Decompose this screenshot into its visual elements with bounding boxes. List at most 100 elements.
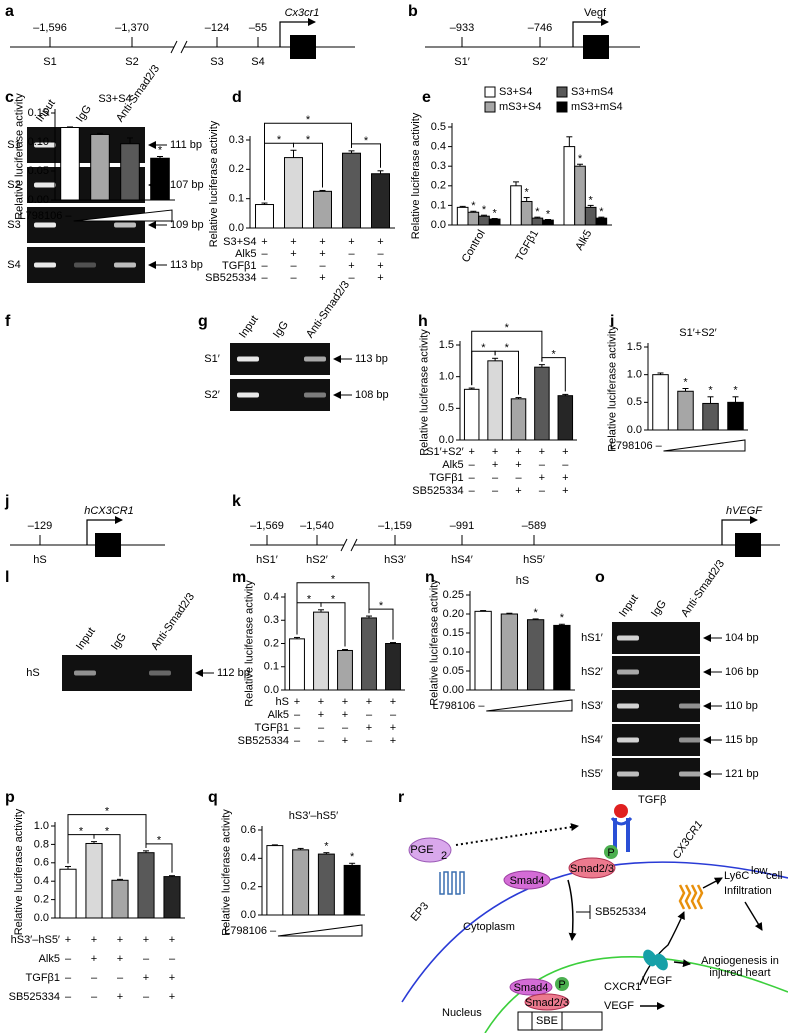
pathway-label: Infiltration [724, 885, 772, 897]
band-size: 108 bp [355, 389, 389, 401]
band-size: 121 bp [725, 768, 759, 780]
bar [553, 624, 571, 691]
row-label: hS1′ [581, 632, 603, 644]
condition-sign: + [366, 722, 372, 734]
condition-sign: + [117, 934, 123, 946]
site-position: –1,540 [300, 520, 334, 532]
bar [60, 127, 80, 201]
condition-sign: – [366, 709, 373, 721]
legend-label: mS3+S4 [499, 101, 542, 113]
x-axis-label: L798106 – [432, 700, 485, 712]
site-name: hS3′ [384, 554, 406, 566]
condition-sign: + [342, 735, 348, 747]
dose-ramp [73, 209, 173, 222]
y-tick-label: 0.4 [431, 141, 446, 153]
condition-name: hS [276, 696, 289, 708]
significance: * [551, 349, 556, 361]
legend-label: S3+mS4 [571, 86, 614, 98]
condition-sign: + [515, 459, 521, 471]
x-tick-label: Alk5 [573, 228, 594, 253]
legend-swatch [484, 86, 496, 98]
gene-name: Cx3cr1 [285, 7, 320, 19]
condition-sign: – [377, 248, 384, 260]
break-mark [180, 40, 188, 54]
significance: * [324, 841, 329, 853]
x-axis-label: L798106 – [224, 925, 277, 937]
condition-sign: + [390, 696, 396, 708]
condition-sign: + [377, 236, 383, 248]
significance: * [505, 322, 510, 334]
bar [371, 173, 390, 229]
condition-sign: – [562, 459, 569, 471]
y-tick-label: 0.2 [229, 163, 244, 175]
condition-sign: + [348, 236, 354, 248]
site-name: S3 [210, 56, 223, 68]
condition-sign: + [318, 709, 324, 721]
condition-sign: + [169, 991, 175, 1003]
significance: * [105, 806, 110, 818]
condition-sign: + [366, 696, 372, 708]
condition-name: SB525334 [412, 485, 463, 497]
gel-band [34, 142, 56, 148]
dose-ramp [277, 924, 363, 937]
site-position: –746 [528, 22, 552, 34]
panel-letter: m [232, 569, 246, 586]
chart-title: hS3′–hS5′ [289, 810, 338, 822]
bracket [67, 814, 147, 864]
site-name: S4 [251, 56, 264, 68]
bar [520, 200, 533, 226]
molecule [568, 857, 616, 879]
bracket [293, 142, 323, 188]
significance: * [306, 114, 311, 126]
y-tick-label: 0.4 [264, 591, 279, 603]
signal-arrow [744, 901, 763, 931]
bracket [494, 350, 519, 395]
significance: * [331, 574, 336, 586]
y-tick-label: 0.05 [443, 665, 464, 677]
gel-band [34, 182, 56, 188]
promoter-box [517, 1011, 603, 1031]
y-tick-label: 0.1 [431, 199, 446, 211]
lane-label: Input [74, 625, 98, 652]
tss-arrow [721, 516, 758, 545]
band-size: 112 bp [217, 667, 250, 679]
bar [163, 876, 181, 919]
y-axis-label-box: Relative luciferase activity [410, 113, 422, 240]
pathway-label: SBE [536, 1015, 558, 1027]
condition-sign: + [143, 934, 149, 946]
condition-sign: – [318, 735, 325, 747]
y-tick-label: 0.4 [241, 852, 256, 864]
significance: * [157, 835, 162, 847]
significance: * [535, 206, 540, 218]
condition-sign: + [290, 248, 296, 260]
lane-label: IgG [74, 103, 94, 124]
condition-sign: + [539, 446, 545, 458]
phospho [604, 845, 618, 859]
y-tick-label: 0.2 [241, 881, 256, 893]
gel-band [34, 222, 56, 228]
dose-ramp [663, 439, 746, 452]
y-tick-label: 1.0 [439, 371, 454, 383]
bracket [368, 608, 394, 640]
y-axis-label-box: Relative luciferase activity [428, 579, 440, 706]
y-tick-label: 0.0 [241, 909, 256, 921]
y-axis-label: Relative luciferase activity [606, 325, 618, 452]
legend-swatch [556, 101, 568, 113]
pathway-label: VEGF [604, 1000, 634, 1012]
significance: * [578, 153, 583, 165]
y-axis-label: Relative luciferase activity [243, 580, 255, 707]
condition-sign: + [342, 709, 348, 721]
condition-sign: + [492, 459, 498, 471]
y-tick-label: 0.0 [229, 222, 244, 234]
row-label: S4 [7, 259, 20, 271]
condition-name: TGFβ1 [255, 722, 289, 734]
condition-sign: – [342, 722, 349, 734]
condition-sign: + [348, 260, 354, 272]
gel-band [114, 222, 136, 228]
y-tick-label: 0.15 [443, 627, 464, 639]
bar [652, 374, 669, 431]
site-name: hS4′ [451, 554, 473, 566]
condition-sign: + [390, 722, 396, 734]
site-position: –129 [28, 520, 52, 532]
